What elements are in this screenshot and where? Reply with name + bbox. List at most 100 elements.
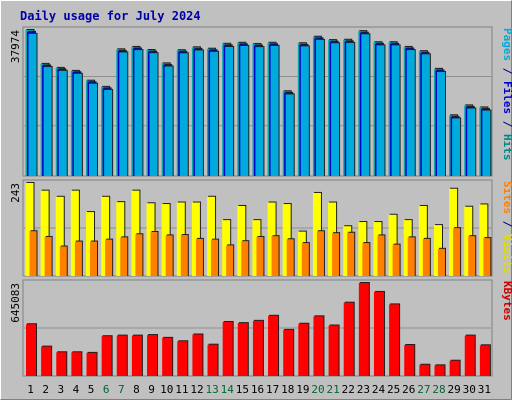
x-label-day-14: 14 bbox=[221, 383, 235, 396]
bar-sites-day-10 bbox=[165, 234, 174, 276]
bar-kbytes-day-12 bbox=[192, 333, 204, 376]
bar-kbytes-day-20 bbox=[313, 315, 325, 376]
bar-sites-day-5 bbox=[90, 240, 99, 276]
bar-kbytes-day-7 bbox=[116, 334, 128, 376]
bar-pages-day-14 bbox=[225, 45, 235, 176]
bar-kbytes-day-24 bbox=[373, 290, 385, 376]
bar-sites-day-31 bbox=[483, 237, 492, 276]
bar-pages-day-16 bbox=[255, 46, 265, 177]
bar-pages-day-22 bbox=[346, 41, 356, 176]
bar-sites-day-23 bbox=[362, 242, 371, 276]
bar-pages-day-1 bbox=[28, 32, 38, 177]
bar-pages-day-18 bbox=[285, 93, 295, 176]
legend-part-2-0: KBytes bbox=[501, 281, 512, 321]
legend-kbytes: KBytes bbox=[501, 281, 512, 321]
bar-kbytes-day-25 bbox=[389, 303, 401, 376]
bar-kbytes-day-8 bbox=[131, 334, 143, 376]
bar-kbytes-day-3 bbox=[56, 351, 68, 376]
bar-kbytes-day-30 bbox=[464, 334, 476, 376]
x-label-day-2: 2 bbox=[42, 383, 49, 396]
bar-pages-day-8 bbox=[134, 49, 144, 176]
x-label-day-12: 12 bbox=[190, 383, 203, 396]
bar-sites-day-14 bbox=[226, 244, 235, 276]
visits-ymax-label: 243 bbox=[9, 183, 22, 203]
bar-kbytes-day-21 bbox=[328, 324, 340, 376]
bar-kbytes-day-15 bbox=[237, 322, 249, 376]
bar-sites-day-24 bbox=[377, 234, 386, 276]
legend-part-0-4: Hits bbox=[501, 134, 512, 161]
x-label-day-23: 23 bbox=[357, 383, 370, 396]
bar-pages-day-20 bbox=[315, 38, 325, 177]
bar-pages-day-3 bbox=[58, 69, 68, 176]
x-label-day-10: 10 bbox=[160, 383, 173, 396]
bar-sites-day-6 bbox=[105, 238, 114, 276]
x-label-day-30: 30 bbox=[463, 383, 476, 396]
x-label-day-29: 29 bbox=[448, 383, 461, 396]
bar-visits-day-2 bbox=[40, 189, 50, 276]
x-label-day-5: 5 bbox=[88, 383, 95, 396]
x-label-day-26: 26 bbox=[402, 383, 415, 396]
bar-pages-day-17 bbox=[270, 44, 280, 176]
bar-pages-day-6 bbox=[104, 88, 114, 176]
x-label-day-31: 31 bbox=[478, 383, 491, 396]
bar-sites-day-15 bbox=[241, 240, 250, 276]
bar-pages-day-10 bbox=[164, 65, 174, 176]
bar-kbytes-day-18 bbox=[283, 328, 295, 376]
bar-kbytes-day-13 bbox=[207, 343, 219, 376]
bar-sites-day-22 bbox=[347, 231, 356, 276]
bar-kbytes-day-16 bbox=[252, 319, 264, 376]
legend-part-0-0: Pages bbox=[501, 28, 512, 61]
x-label-day-19: 19 bbox=[296, 383, 309, 396]
bar-pages-day-27 bbox=[421, 53, 431, 176]
bar-sites-day-21 bbox=[332, 232, 341, 276]
bar-sites-day-25 bbox=[392, 243, 401, 276]
bar-kbytes-day-27 bbox=[419, 363, 431, 376]
x-axis-labels: 1 2 3 4 5 6 7 8 9 10 11 12 13 14 15 16 17 18 19 20 21 22 23 24 2… bbox=[27, 383, 491, 396]
bar-pages-day-7 bbox=[119, 51, 129, 176]
bar-kbytes-day-14 bbox=[222, 320, 234, 376]
x-label-day-16: 16 bbox=[251, 383, 264, 396]
bar-pages-day-23 bbox=[361, 33, 371, 176]
bar-sites-day-11 bbox=[180, 234, 189, 276]
bar-kbytes-day-4 bbox=[71, 351, 83, 376]
bar-kbytes-day-31 bbox=[479, 344, 491, 376]
bar-pages-day-15 bbox=[240, 44, 250, 176]
bar-visits-day-1 bbox=[25, 182, 35, 276]
x-label-day-4: 4 bbox=[73, 383, 80, 396]
x-label-day-22: 22 bbox=[342, 383, 355, 396]
bar-kbytes-day-26 bbox=[404, 344, 416, 376]
x-label-day-11: 11 bbox=[175, 383, 188, 396]
bar-visits-day-13 bbox=[207, 195, 217, 276]
x-label-day-24: 24 bbox=[372, 383, 386, 396]
bar-kbytes-day-1 bbox=[26, 323, 37, 376]
bar-sites-day-7 bbox=[120, 236, 129, 276]
x-label-day-13: 13 bbox=[205, 383, 218, 396]
bar-sites-day-4 bbox=[74, 240, 83, 276]
x-label-day-21: 21 bbox=[327, 383, 340, 396]
x-label-day-3: 3 bbox=[58, 383, 65, 396]
bar-visits-day-8 bbox=[131, 189, 141, 276]
bar-sites-day-20 bbox=[316, 230, 325, 276]
x-label-day-6: 6 bbox=[103, 383, 110, 396]
kbytes-ymax-label: 645083 bbox=[9, 283, 22, 323]
legend-part-0-1: / bbox=[501, 61, 512, 81]
legend-part-0-3: / bbox=[501, 114, 512, 134]
bar-sites-day-1 bbox=[29, 230, 38, 276]
bar-kbytes-day-23 bbox=[358, 282, 370, 376]
bar-pages-day-31 bbox=[482, 109, 492, 176]
bar-pages-day-30 bbox=[467, 107, 477, 176]
bar-kbytes-day-9 bbox=[147, 334, 159, 376]
bar-sites-day-8 bbox=[135, 233, 144, 276]
bar-kbytes-day-22 bbox=[343, 301, 355, 376]
bar-kbytes-day-2 bbox=[41, 345, 53, 376]
bar-pages-day-12 bbox=[194, 49, 204, 176]
x-label-day-18: 18 bbox=[281, 383, 294, 396]
chart-title: Daily usage for July 2024 bbox=[20, 9, 201, 23]
bar-pages-day-9 bbox=[149, 52, 159, 176]
bar-kbytes-day-5 bbox=[86, 351, 98, 376]
bar-pages-day-25 bbox=[391, 44, 401, 177]
bar-sites-day-28 bbox=[437, 247, 446, 276]
bar-sites-day-29 bbox=[453, 227, 462, 276]
bar-visits-day-6 bbox=[101, 195, 111, 276]
bar-pages-day-21 bbox=[331, 42, 341, 176]
